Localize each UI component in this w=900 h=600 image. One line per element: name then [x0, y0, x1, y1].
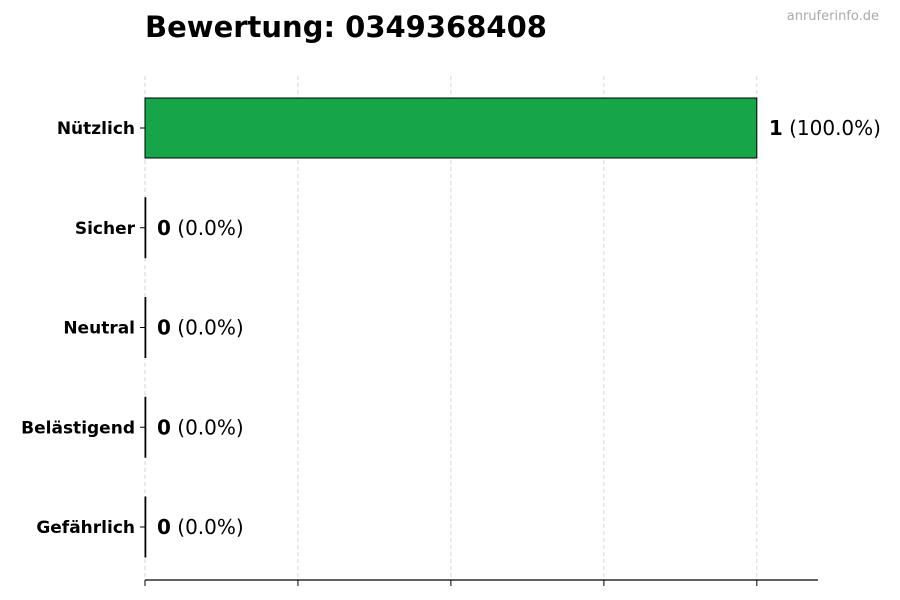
category-label: Nützlich — [57, 119, 135, 139]
bar-neutral — [144, 297, 147, 358]
data-label-count: 0 — [157, 515, 171, 539]
bar-sicher — [144, 197, 147, 259]
chart-title: Bewertung: 0349368408 — [145, 10, 547, 44]
bar-nützlich — [144, 97, 758, 159]
data-label-percent: (0.0%) — [171, 415, 244, 439]
data-label-percent: (0.0%) — [171, 515, 244, 539]
data-label-percent: (100.0%) — [783, 116, 881, 140]
category-label: Belästigend — [21, 418, 135, 438]
category-label: Gefährlich — [36, 518, 135, 538]
category-label: Neutral — [63, 319, 135, 339]
data-label: 0 (0.0%) — [157, 216, 244, 240]
data-label-count: 0 — [157, 216, 171, 240]
data-label-percent: (0.0%) — [171, 216, 244, 240]
data-label: 0 (0.0%) — [157, 515, 244, 539]
bar-belästigend — [144, 396, 147, 458]
data-label-count: 0 — [157, 415, 171, 439]
data-label-percent: (0.0%) — [171, 316, 244, 340]
data-label: 0 (0.0%) — [157, 415, 244, 439]
category-label: Sicher — [75, 219, 136, 239]
data-label: 0 (0.0%) — [157, 316, 244, 340]
data-label-count: 1 — [769, 116, 783, 140]
data-label: 1 (100.0%) — [769, 116, 881, 140]
watermark: anruferinfo.de — [786, 9, 879, 24]
data-label-count: 0 — [157, 316, 171, 340]
bar-gefährlich — [144, 496, 147, 558]
